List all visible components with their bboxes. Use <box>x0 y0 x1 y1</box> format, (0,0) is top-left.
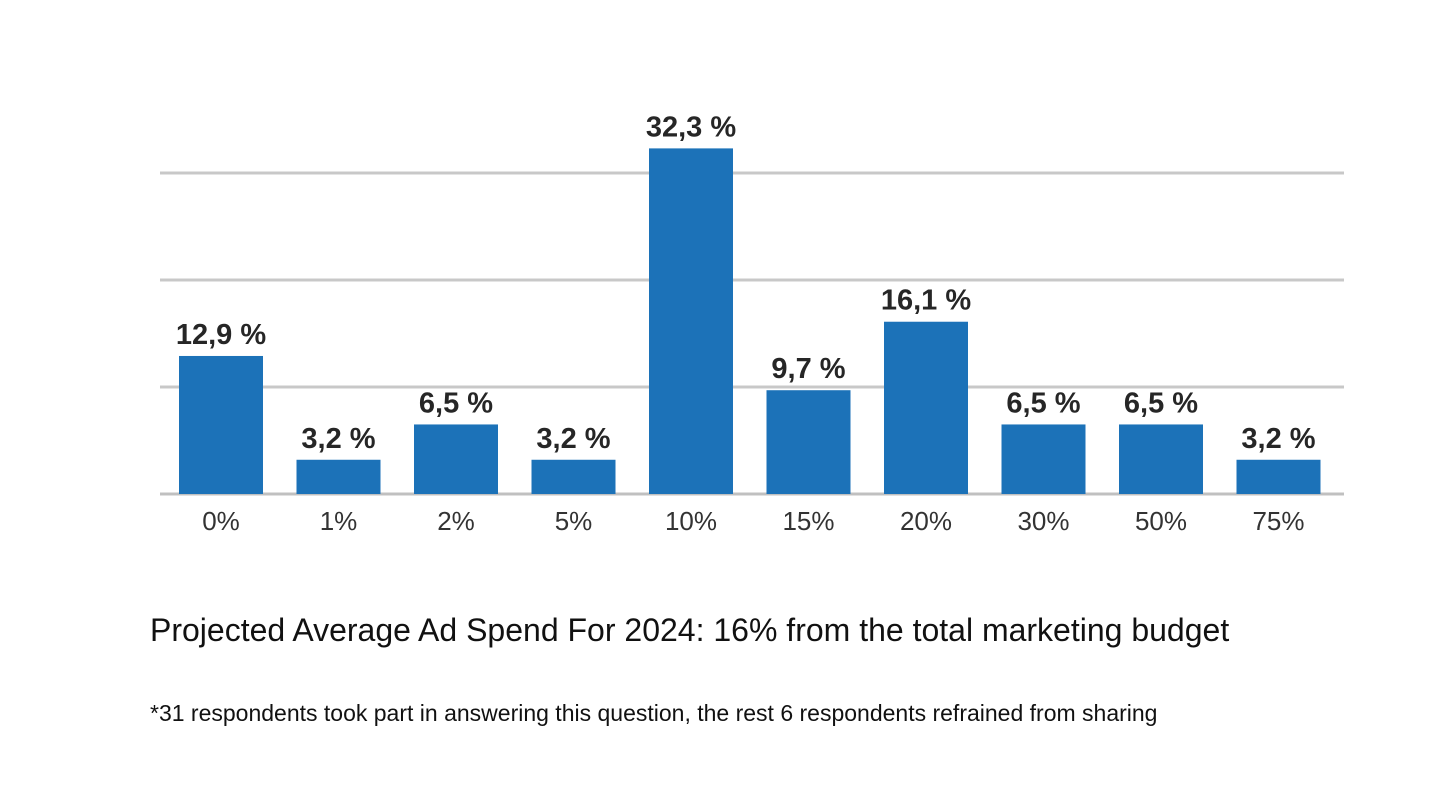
bar-1pct <box>296 459 381 494</box>
chart-title: Projected Average Ad Spend For 2024: 16%… <box>150 612 1230 648</box>
data-labels: 12,9 % 3,2 % 6,5 % 3,2 % 32,3 % 9,7 % 16,1 % 6,… <box>176 111 1316 454</box>
bar-10pct <box>649 148 733 494</box>
data-label-20pct: 16,1 % <box>881 285 971 317</box>
x-tick-label-75pct: 75% <box>1252 506 1304 536</box>
bar-chart: 12,9 % 3,2 % 6,5 % 3,2 % 32,3 % 9,7 % 16,1 % 6,… <box>160 111 1344 536</box>
bar-5pct <box>531 459 616 494</box>
bar-15pct <box>766 390 851 494</box>
bar-20pct <box>884 321 968 494</box>
x-tick-label-1pct: 1% <box>320 506 358 536</box>
bar-50pct <box>1119 424 1203 494</box>
x-tick-label-0pct: 0% <box>202 506 240 536</box>
x-tick-label-5pct: 5% <box>555 506 593 536</box>
data-label-30pct: 6,5 % <box>1006 387 1080 419</box>
chart-footnote: *31 respondents took part in answering t… <box>150 700 1158 726</box>
data-label-50pct: 6,5 % <box>1124 387 1198 419</box>
x-tick-label-30pct: 30% <box>1017 506 1069 536</box>
x-tick-labels: 0% 1% 2% 5% 10% 15% 20% 30% 50% 75% <box>202 506 1304 536</box>
x-tick-label-2pct: 2% <box>437 506 475 536</box>
bars <box>179 148 1321 494</box>
x-tick-label-20pct: 20% <box>900 506 952 536</box>
data-label-1pct: 3,2 % <box>301 423 375 455</box>
bar-75pct <box>1236 459 1321 494</box>
x-tick-label-15pct: 15% <box>782 506 834 536</box>
x-tick-label-50pct: 50% <box>1135 506 1187 536</box>
bar-30pct <box>1001 424 1086 494</box>
data-label-0pct: 12,9 % <box>176 319 266 351</box>
data-label-15pct: 9,7 % <box>771 353 845 385</box>
bar-2pct <box>414 424 498 494</box>
data-label-75pct: 3,2 % <box>1241 423 1315 455</box>
bar-0pct <box>179 355 263 494</box>
data-label-2pct: 6,5 % <box>419 387 493 419</box>
data-label-5pct: 3,2 % <box>536 423 610 455</box>
x-tick-label-10pct: 10% <box>665 506 717 536</box>
data-label-10pct: 32,3 % <box>646 111 736 143</box>
